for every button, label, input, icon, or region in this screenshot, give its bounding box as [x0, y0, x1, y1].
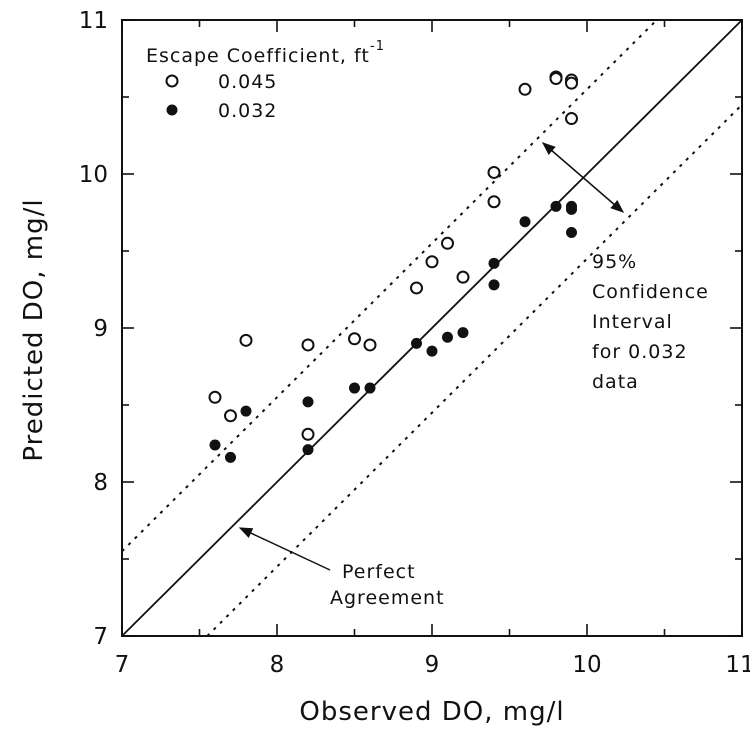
- y-tick-label: 7: [93, 624, 108, 650]
- x-tick-label: 9: [425, 652, 440, 678]
- data-point-0045: [301, 338, 315, 352]
- data-point-0032: [240, 405, 252, 417]
- data-point-0032: [566, 227, 577, 239]
- data-point-0045: [239, 333, 253, 347]
- legend-filled-circle-marker: [166, 104, 178, 116]
- x-tick-label: 11: [725, 652, 750, 678]
- x-tick-labels: 7 8 9 10 11: [115, 652, 750, 678]
- confidence-label-line2: Confidence: [592, 281, 709, 303]
- axis-ticks: [121, 19, 743, 637]
- data-point-0045: [224, 409, 237, 423]
- series-0045-points: [208, 70, 578, 441]
- x-tick-label: 10: [572, 652, 601, 678]
- data-point-0045: [348, 332, 361, 346]
- legend-label-0045: 0.045: [218, 71, 277, 93]
- data-point-0032: [550, 200, 562, 212]
- data-point-0032: [488, 257, 500, 269]
- data-point-0045: [549, 72, 563, 86]
- data-point-0032: [519, 216, 531, 228]
- legend-title: Escape Coefficient, ft: [146, 45, 370, 67]
- x-tick-label: 8: [270, 652, 285, 678]
- data-point-0045: [565, 112, 578, 126]
- x-tick-label: 7: [115, 652, 130, 678]
- data-point-0045: [487, 195, 501, 209]
- data-point-0032: [349, 382, 360, 394]
- confidence-label-line1: 95%: [592, 251, 637, 273]
- data-point-0032: [411, 337, 422, 349]
- data-point-0045: [410, 281, 423, 295]
- confidence-bound-line: [206, 103, 743, 637]
- data-point-0032: [488, 279, 500, 291]
- confidence-bound-line: [121, 19, 658, 553]
- y-tick-label: 8: [93, 470, 108, 496]
- data-point-0045: [301, 427, 315, 441]
- data-point-0045: [363, 338, 377, 352]
- series-0032-points: [209, 200, 577, 463]
- data-point-0045: [565, 76, 578, 90]
- confidence-double-arrow: [541, 142, 625, 213]
- data-point-0045: [441, 236, 454, 250]
- data-point-0032: [566, 203, 577, 215]
- perfect-agreement-label-line1: Perfect: [342, 561, 416, 583]
- confidence-label-line4: for 0.032: [592, 341, 688, 363]
- data-point-0032: [364, 382, 376, 394]
- confidence-label-line3: Interval: [592, 311, 673, 333]
- legend-open-circle-marker: [165, 74, 179, 88]
- data-point-0045: [518, 82, 532, 96]
- perfect-agreement-line: [121, 19, 743, 637]
- data-point-0032: [457, 327, 469, 339]
- x-axis-title: Observed DO, mg/l: [299, 697, 564, 727]
- confidence-label-line5: data: [592, 371, 639, 393]
- y-tick-label: 9: [93, 316, 108, 342]
- reference-lines: [121, 19, 743, 637]
- data-point-0032: [209, 439, 221, 451]
- data-point-0032: [302, 396, 314, 408]
- legend: Escape Coefficient, ft -1 0.045 0.032: [146, 39, 385, 122]
- data-point-0045: [208, 390, 222, 404]
- perfect-agreement-annotation: Perfect Agreement: [238, 527, 445, 609]
- y-axis-title: Predicted DO, mg/l: [19, 198, 49, 461]
- data-point-0032: [442, 331, 453, 343]
- perfect-agreement-label-line2: Agreement: [330, 587, 445, 609]
- perfect-agreement-arrow: [238, 527, 331, 571]
- legend-title-superscript: -1: [370, 39, 385, 54]
- data-point-0032: [426, 345, 438, 357]
- y-tick-labels: 7 8 9 10 11: [79, 8, 108, 650]
- legend-label-0032: 0.032: [218, 100, 277, 122]
- data-point-0032: [302, 444, 314, 456]
- data-point-0045: [487, 165, 501, 179]
- confidence-annotation: 95% Confidence Interval for 0.032 data: [541, 142, 709, 393]
- y-tick-label: 11: [79, 8, 108, 34]
- data-point-0045: [425, 255, 439, 269]
- data-point-0032: [225, 451, 236, 463]
- data-point-0045: [456, 270, 470, 284]
- y-tick-label: 10: [79, 162, 108, 188]
